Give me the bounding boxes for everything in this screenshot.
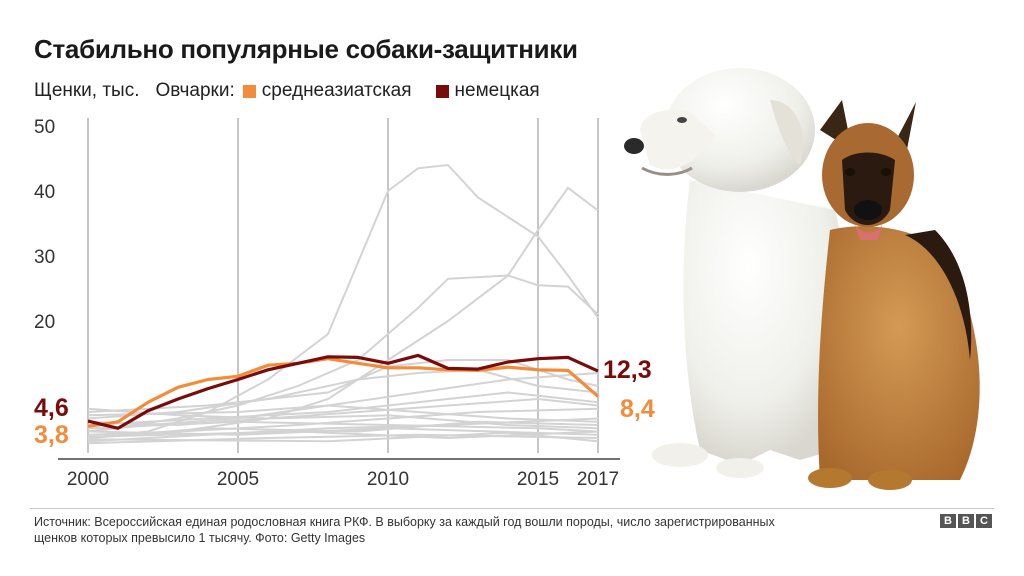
- legend-swatch-central-asian: [242, 84, 256, 98]
- y-tick-label: 30: [34, 247, 55, 268]
- chart-title: Стабильно популярные собаки-защитники: [34, 34, 578, 64]
- background-series-line: [87, 397, 599, 420]
- x-tick-label: 2015: [517, 469, 559, 490]
- legend-label-central-asian: среднеазиатская: [261, 80, 412, 101]
- data-label-central-asian-start: 3,8: [34, 421, 69, 449]
- series-line-central-asian: [87, 357, 600, 428]
- footer-divider: [30, 508, 994, 509]
- bbc-logo-letter: C: [976, 514, 992, 528]
- legend-unit-label: Щенки, тыс.: [34, 80, 140, 101]
- central-asian-shepherd-picture: [624, 68, 847, 478]
- background-series-line: [87, 163, 599, 439]
- line-chart: 20 30 40 50 2000 2005 2010 2015 2017 4,63,8 12,3 8,…: [34, 117, 655, 490]
- y-tick-label: 40: [34, 182, 55, 203]
- background-series-line: [87, 368, 599, 420]
- background-series-line: [87, 186, 599, 439]
- dogs-photo: [624, 68, 980, 490]
- german-shepherd-picture: [808, 100, 980, 490]
- y-tick-label: 50: [34, 117, 55, 138]
- data-label-german-end: 12,3: [603, 356, 652, 384]
- legend-label-german: немецкая: [454, 80, 540, 101]
- x-tick-label: 2017: [577, 469, 619, 490]
- legend-swatch-german: [435, 84, 449, 98]
- x-tick-label: 2000: [67, 469, 109, 490]
- source-note: Источник: Всероссийская единая родословн…: [34, 515, 775, 545]
- legend-group-label: Овчарки:: [155, 80, 235, 101]
- series-line-german: [87, 353, 599, 430]
- legend: Щенки, тыс. Овчарки: среднеазиатская нем…: [34, 80, 540, 102]
- background-series-line: [87, 420, 599, 433]
- background-series-line: [87, 404, 599, 423]
- background-series-line: [87, 420, 599, 439]
- background-series-line: [87, 391, 599, 426]
- x-tick-label: 2005: [217, 469, 259, 490]
- data-label-german-start: 4,6: [34, 394, 69, 422]
- x-tick-label: 2010: [367, 469, 409, 490]
- background-series-line: [87, 274, 599, 433]
- y-tick-label: 20: [34, 312, 55, 333]
- background-series-line: [87, 431, 599, 443]
- bbc-logo-letter: B: [940, 514, 956, 528]
- bbc-logo: B B C: [940, 514, 992, 528]
- data-label-central-asian-end: 8,4: [620, 395, 655, 423]
- bbc-logo-letter: B: [958, 514, 974, 528]
